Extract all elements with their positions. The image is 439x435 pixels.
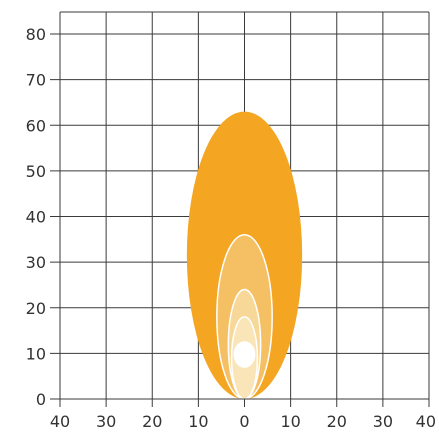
beam-zone-5: [233, 341, 256, 368]
x-tick-label: 40: [50, 412, 70, 431]
axes: [50, 12, 430, 407]
x-tick-label: 20: [142, 412, 162, 431]
x-tick-label: 30: [373, 412, 393, 431]
x-tick-label: 20: [327, 412, 347, 431]
tick-labels: 0 10 20 30 40 50 60 70 80 40 30 20 10 0 10 20 30 40: [26, 25, 436, 431]
y-tick-label: 70: [26, 71, 46, 90]
beam-zones: [186, 111, 303, 400]
x-tick-label: 40: [416, 412, 436, 431]
x-tick-label: 10: [188, 412, 208, 431]
x-tick-label: 0: [239, 412, 249, 431]
y-tick-label: 40: [26, 208, 46, 227]
x-tick-label: 10: [280, 412, 300, 431]
y-tick-label: 60: [26, 116, 46, 135]
y-tick-label: 30: [26, 253, 46, 272]
y-tick-label: 50: [26, 162, 46, 181]
x-tick-label: 30: [96, 412, 116, 431]
y-tick-label: 10: [26, 344, 46, 363]
y-tick-label: 0: [36, 390, 46, 409]
y-tick-label: 80: [26, 25, 46, 44]
y-tick-label: 20: [26, 299, 46, 318]
